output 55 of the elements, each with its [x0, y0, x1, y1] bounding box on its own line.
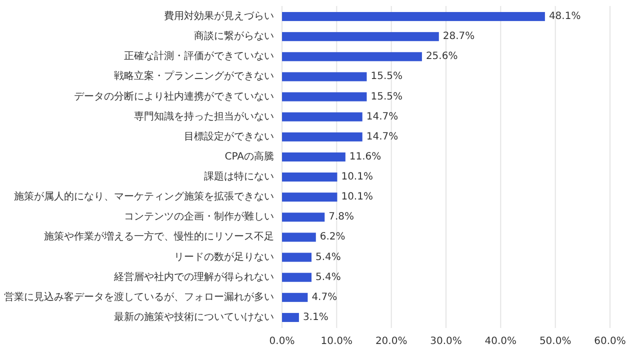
- y-tick-label: 最新の施策や技術についていけない: [114, 310, 274, 323]
- x-tick-label: 60.0%: [594, 336, 626, 347]
- bar: [282, 112, 362, 122]
- y-tick-label: 営業に見込み客データを渡しているが、フォロー漏れが多い: [4, 290, 274, 303]
- data-label: 10.1%: [341, 172, 373, 183]
- y-tick-label: リードの数が足りない: [174, 252, 274, 263]
- x-tick-label: 30.0%: [430, 336, 462, 347]
- y-tick-label: 正確な計測・評価ができていない: [124, 50, 274, 62]
- bar: [282, 12, 545, 22]
- bar: [282, 232, 316, 242]
- y-tick-label: 費用対効果が見えづらい: [164, 10, 274, 22]
- y-tick-label: 課題は特にない: [204, 170, 274, 183]
- bar: [282, 312, 299, 322]
- data-label: 4.7%: [312, 292, 338, 303]
- bar: [282, 92, 367, 102]
- x-tick-label: 10.0%: [320, 336, 353, 347]
- bar: [282, 252, 312, 262]
- data-label: 3.1%: [302, 312, 328, 323]
- data-label: 5.4%: [316, 252, 341, 263]
- y-tick-label: コンテンツの企画・制作が難しい: [124, 210, 274, 223]
- data-label: 14.7%: [366, 131, 398, 142]
- y-tick-label: 戦略立案・プランニングができない: [114, 70, 274, 82]
- data-label: 6.2%: [320, 232, 346, 243]
- bar: [282, 172, 338, 182]
- data-label: 25.6%: [426, 51, 458, 62]
- x-tick-label: 0.0%: [269, 336, 295, 347]
- data-label: 10.1%: [341, 192, 373, 203]
- bar: [282, 72, 367, 82]
- data-label: 28.7%: [442, 31, 475, 42]
- y-tick-label: 施策が属人的になり、マーケティング施策を拡張できない: [14, 190, 274, 203]
- y-tick-label: CPAの高騰: [224, 150, 274, 162]
- y-tick-label: データの分断により社内連携ができていない: [74, 90, 274, 102]
- data-label: 48.1%: [548, 11, 581, 22]
- y-tick-label: 商談に繋がらない: [194, 30, 274, 42]
- y-tick-label: 専門知識を持った担当がいない: [134, 110, 274, 122]
- bar: [282, 32, 439, 42]
- bar: [282, 152, 346, 162]
- bar: [282, 212, 325, 222]
- x-tick-label: 50.0%: [539, 336, 572, 347]
- bar: [282, 52, 422, 62]
- data-label: 15.5%: [370, 71, 403, 82]
- data-label: 15.5%: [370, 91, 403, 102]
- bar: [282, 132, 362, 142]
- x-tick-label: 40.0%: [484, 336, 517, 347]
- y-tick-label: 経営層や社内での理解が得られない: [113, 270, 274, 283]
- bar: [282, 292, 308, 302]
- bar: [282, 272, 312, 282]
- data-label: 14.7%: [366, 111, 398, 122]
- data-label: 7.8%: [328, 212, 354, 223]
- x-tick-label: 20.0%: [375, 336, 408, 347]
- y-tick-label: 目標設定ができない: [184, 130, 274, 142]
- bar: [282, 192, 338, 202]
- data-label: 11.6%: [349, 151, 382, 162]
- y-tick-label: 施策や作業が増える一方で、慢性的にリソース不足: [44, 230, 274, 243]
- data-label: 5.4%: [316, 272, 341, 283]
